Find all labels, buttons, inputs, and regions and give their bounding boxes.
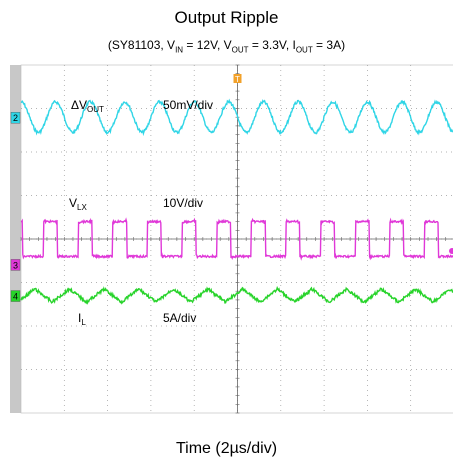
grid bbox=[20, 64, 453, 414]
trigger-label: T bbox=[235, 75, 240, 84]
chart-subtitle: (SY81103, VIN = 12V, VOUT = 3.3V, IOUT =… bbox=[107, 38, 346, 55]
series-scale-2: 5A/div bbox=[163, 311, 196, 325]
series-scale-1: 10V/div bbox=[163, 196, 203, 210]
traces bbox=[20, 98, 453, 305]
trace-1 bbox=[20, 217, 453, 261]
trace-0 bbox=[20, 98, 453, 137]
channel-number-2: 2 bbox=[13, 113, 18, 123]
series-name-0: ΔVOUT bbox=[71, 98, 104, 114]
channel-marker-2 bbox=[10, 111, 21, 124]
trace-labels: ΔVOUT 50mV/div VLX 10V/div IL 5A/div bbox=[69, 98, 213, 327]
series-scale-0: 50mV/div bbox=[163, 98, 213, 112]
trigger-marker bbox=[233, 74, 242, 83]
channel-marker-3 bbox=[10, 259, 21, 271]
x-axis-label: Time (2µs/div) bbox=[175, 440, 278, 457]
trigger-level-marker bbox=[449, 248, 453, 254]
channel-number-4: 4 bbox=[13, 292, 18, 302]
trace-2 bbox=[20, 285, 453, 305]
channel-markers: 2 3 4 T bbox=[10, 74, 453, 302]
channel-number-3: 3 bbox=[13, 260, 18, 270]
series-name-1: VLX bbox=[69, 196, 87, 212]
chart-title: Output Ripple bbox=[174, 8, 279, 27]
scope-sidebar bbox=[10, 65, 21, 413]
series-name-2: IL bbox=[78, 311, 86, 327]
channel-marker-4 bbox=[10, 290, 21, 302]
